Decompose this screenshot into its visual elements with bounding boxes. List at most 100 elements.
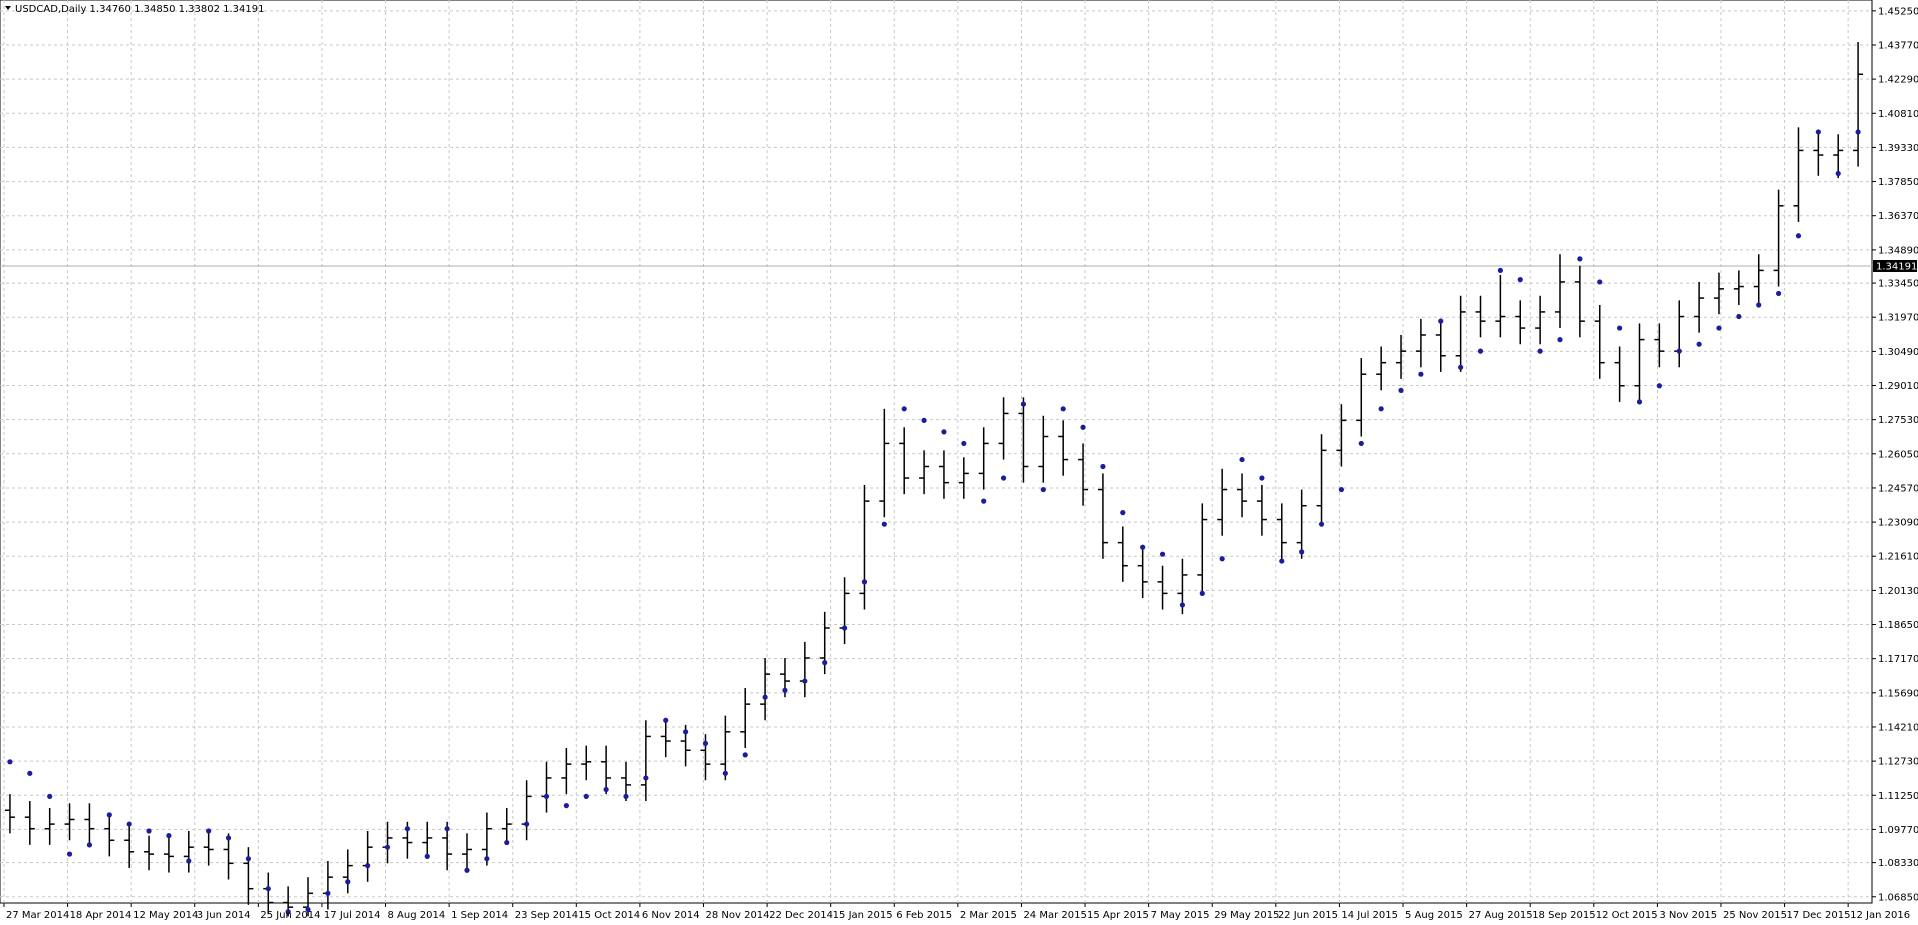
sar-dot <box>365 863 371 869</box>
sar-dot <box>1636 399 1643 405</box>
sar-dot <box>1179 602 1186 608</box>
plot-frame <box>0 0 1873 904</box>
sar-dot <box>126 821 132 827</box>
sar-dot <box>762 694 768 700</box>
sar-dot <box>47 793 53 800</box>
y-tick-label: 1.20130 <box>1878 586 1918 597</box>
sar-dot <box>1199 590 1205 596</box>
x-tick-label: 18 Sep 2015 <box>1532 910 1595 921</box>
sar-dot <box>1239 456 1245 463</box>
sar-dot <box>623 793 629 800</box>
sar-dot <box>941 429 947 435</box>
sar-dot <box>1418 371 1424 377</box>
sar-dot <box>1100 463 1106 470</box>
sar-dot <box>722 770 728 776</box>
sar-dot <box>1080 424 1086 430</box>
sar-dot <box>1438 318 1444 324</box>
sar-dot <box>1159 551 1166 557</box>
sar-dot <box>802 678 808 684</box>
sar-dot <box>484 856 490 862</box>
x-tick-label: 17 Dec 2015 <box>1787 910 1851 921</box>
x-tick-label: 15 Apr 2015 <box>1087 910 1149 921</box>
y-tick-label: 1.42290 <box>1878 75 1918 86</box>
x-tick-label: 12 Oct 2015 <box>1596 910 1658 921</box>
sar-dot <box>921 417 927 423</box>
sar-dot <box>384 844 391 850</box>
sar-dot <box>603 786 609 793</box>
sar-dot <box>1398 387 1404 393</box>
y-tick-label: 1.14210 <box>1878 722 1918 733</box>
sar-dot <box>1795 233 1802 239</box>
sar-dot <box>1617 325 1623 331</box>
sar-dot <box>1338 486 1345 493</box>
sar-dot <box>1855 129 1861 135</box>
sar-dot <box>1358 440 1364 447</box>
y-tick-label: 1.43770 <box>1878 40 1918 51</box>
sar-dot <box>1517 277 1523 283</box>
sar-dot <box>106 812 112 818</box>
y-tick-label: 1.21610 <box>1878 552 1918 563</box>
x-tick-label: 27 Mar 2014 <box>6 910 69 921</box>
sar-dot <box>186 858 192 864</box>
y-tick-label: 1.15690 <box>1878 688 1918 699</box>
y-tick-label: 1.31970 <box>1878 313 1918 324</box>
sar-dot <box>146 828 152 834</box>
sar-dot <box>1577 256 1583 262</box>
x-tick-label: 22 Jun 2015 <box>1278 910 1338 921</box>
x-tick-label: 18 Apr 2014 <box>70 910 132 921</box>
sar-dot <box>305 906 311 913</box>
x-tick-label: 28 Nov 2014 <box>705 910 769 921</box>
sar-dot <box>1060 406 1066 412</box>
sar-dot <box>424 853 430 859</box>
y-tick-label: 1.33450 <box>1878 279 1918 290</box>
x-tick-label: 22 Dec 2014 <box>769 910 833 921</box>
y-tick-label: 1.29010 <box>1878 381 1918 392</box>
sar-dot <box>1676 348 1682 354</box>
y-tick-label: 1.24570 <box>1878 483 1918 494</box>
x-tick-label: 15 Jan 2015 <box>833 910 893 921</box>
x-tick-label: 3 Nov 2015 <box>1659 910 1717 921</box>
sar-dot <box>663 717 669 723</box>
sar-dot <box>563 803 569 809</box>
sar-dot <box>1279 558 1285 564</box>
y-tick-label: 1.06850 <box>1878 892 1918 903</box>
x-tick-label: 2 Mar 2015 <box>960 910 1017 921</box>
sar-dot <box>702 740 709 746</box>
sar-dot <box>225 835 232 841</box>
sar-dot <box>1696 341 1702 347</box>
sar-dot <box>1040 486 1046 493</box>
sar-dot <box>1716 325 1722 331</box>
x-tick-label: 14 Jul 2015 <box>1341 910 1398 921</box>
y-tick-label: 1.27530 <box>1878 415 1918 426</box>
x-tick-label: 12 May 2014 <box>133 910 198 921</box>
sar-dot <box>1557 337 1563 343</box>
axes: 1.45250 1.43770 1.42290 1.40810 1.39330 1.378… <box>3 6 1918 921</box>
y-tick-label: 1.09770 <box>1878 825 1918 836</box>
y-tick-label: 1.37850 <box>1878 177 1918 188</box>
x-tick-label: 3 Jun 2014 <box>197 910 251 921</box>
sar-dot <box>1497 267 1503 273</box>
sar-dot <box>782 687 788 693</box>
sar-dot <box>1020 401 1027 407</box>
sar-dot <box>1815 129 1821 135</box>
chart-header: USDCAD,Daily 1.34760 1.34850 1.33802 1.3… <box>15 4 265 15</box>
x-tick-label: 29 May 2015 <box>1214 910 1279 921</box>
sar-dot <box>404 826 410 832</box>
x-tick-label: 15 Oct 2014 <box>578 910 640 921</box>
y-tick-label: 1.11250 <box>1878 791 1918 802</box>
sar-dot <box>1378 406 1384 412</box>
x-tick-label: 7 May 2015 <box>1151 910 1210 921</box>
sar-dot <box>1477 348 1484 354</box>
sar-dot <box>444 826 450 832</box>
y-tick-label: 1.40810 <box>1878 109 1918 120</box>
sar-dot <box>325 890 331 896</box>
y-tick-label: 1.23090 <box>1878 518 1918 529</box>
x-tick-label: 5 Aug 2015 <box>1405 910 1463 921</box>
sar-dot <box>265 886 271 892</box>
x-tick-label: 23 Sep 2014 <box>515 910 578 921</box>
sar-dot <box>1299 549 1305 555</box>
sar-dot <box>683 729 689 735</box>
x-tick-label: 17 Jul 2014 <box>324 910 381 921</box>
y-tick-label: 1.36370 <box>1878 211 1918 222</box>
